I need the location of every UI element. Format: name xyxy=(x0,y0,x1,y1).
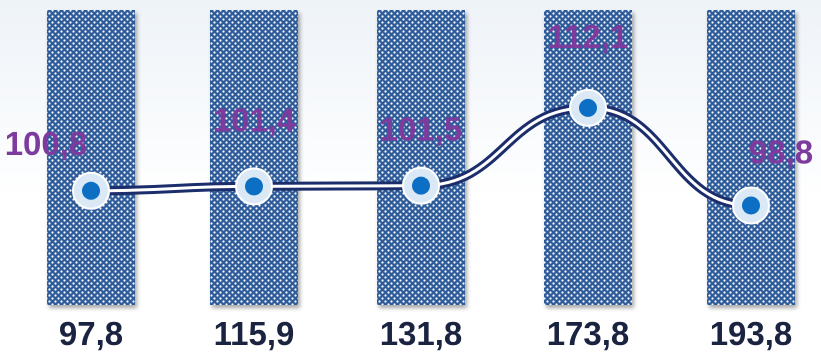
bars-layer xyxy=(47,10,795,305)
line-point-4 xyxy=(569,88,607,127)
bar-3 xyxy=(377,10,465,305)
bar-value-label-5: 193,8 xyxy=(710,315,793,352)
line-point-5 xyxy=(732,186,770,225)
bar-value-label-1: 97,8 xyxy=(59,315,123,352)
line-series-layer xyxy=(86,103,756,210)
bar-value-label-4: 173,8 xyxy=(547,315,630,352)
line-value-label-5: 98,8 xyxy=(749,133,813,170)
marker-dot-1 xyxy=(82,181,100,200)
line-value-label-3: 101,5 xyxy=(380,111,463,148)
bar-4 xyxy=(544,10,632,305)
bar-5 xyxy=(707,10,795,305)
bar-value-label-3: 131,8 xyxy=(380,315,463,352)
line-markers-layer xyxy=(72,88,770,225)
line-labels-layer: 100,8 101,4 101,5 112,1 98,8 xyxy=(5,18,813,171)
bar-2 xyxy=(210,10,298,305)
bar-labels-layer: 97,8 115,9 131,8 173,8 193,8 xyxy=(59,315,792,352)
line-value-label-4: 112,1 xyxy=(548,18,629,55)
marker-dot-5 xyxy=(742,196,760,215)
line-point-2 xyxy=(235,167,273,206)
line-point-1 xyxy=(72,171,110,210)
line-value-label-1: 100,8 xyxy=(5,125,88,162)
marker-dot-4 xyxy=(579,98,597,117)
bar-1 xyxy=(47,10,135,305)
marker-dot-3 xyxy=(412,176,430,195)
line-value-label-2: 101,4 xyxy=(213,101,296,138)
bar-value-label-2: 115,9 xyxy=(214,315,295,352)
line-point-3 xyxy=(402,166,440,205)
line-series-highlight xyxy=(89,106,753,207)
marker-dot-2 xyxy=(245,177,263,196)
